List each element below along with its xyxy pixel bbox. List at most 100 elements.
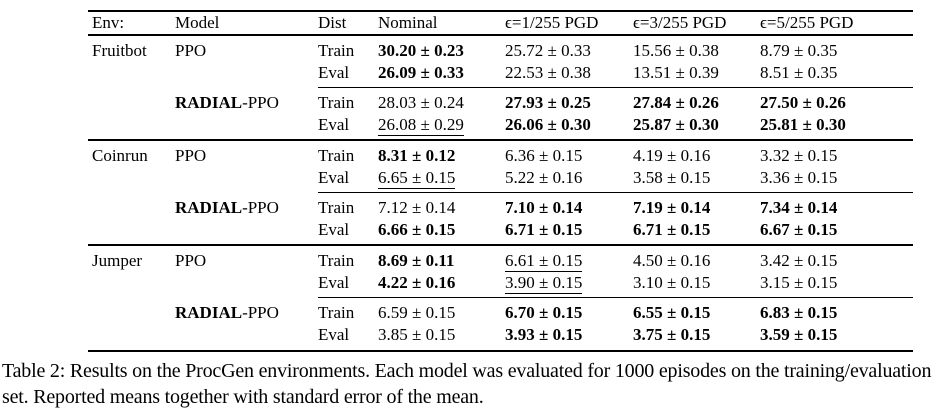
value-cell: 8.31 ± 0.12 [378, 139, 505, 167]
value-cell: 3.36 ± 0.15 [760, 167, 913, 193]
value-cell: 6.71 ± 0.15 [505, 219, 633, 245]
value-cell: 7.12 ± 0.14 [378, 192, 505, 219]
value-cell: 22.53 ± 0.38 [505, 62, 633, 88]
value-cell: 6.55 ± 0.15 [633, 297, 760, 324]
column-header-dist: Dist [318, 10, 378, 36]
metric-value: 6.70 ± 0.15 [505, 303, 583, 322]
metric-value: 28.03 ± 0.24 [378, 93, 464, 112]
metric-value: 6.55 ± 0.15 [633, 303, 711, 322]
results-table: Env: Model Dist Nominal ϵ=1/255 PGD ϵ=3/255 P… [88, 10, 913, 352]
metric-value: 7.12 ± 0.14 [378, 198, 456, 217]
table-row: RADIAL-PPO Train 7.12 ± 0.14 7.10 ± 0.14 7.1… [88, 192, 913, 219]
metric-value: 8.69 ± 0.11 [378, 251, 455, 270]
table-row: Coinrun PPO Train 8.31 ± 0.12 6.36 ± 0.15 4.1… [88, 139, 913, 167]
metric-value: 27.50 ± 0.26 [760, 93, 846, 112]
value-cell: 6.67 ± 0.15 [760, 219, 913, 245]
dist-cell: Train [318, 244, 378, 272]
metric-value: 3.75 ± 0.15 [633, 325, 711, 344]
model-label-part: RADIAL [175, 198, 243, 217]
value-cell: 13.51 ± 0.39 [633, 62, 760, 88]
header-row: Env: Model Dist Nominal ϵ=1/255 PGD ϵ=3/255 P… [88, 10, 913, 36]
table-row: RADIAL-PPO Train 28.03 ± 0.24 27.93 ± 0.25 2… [88, 87, 913, 114]
value-cell: 6.59 ± 0.15 [378, 297, 505, 324]
value-cell: 4.22 ± 0.16 [378, 272, 505, 298]
table-row: RADIAL-PPO Train 6.59 ± 0.15 6.70 ± 0.15 6.5… [88, 297, 913, 324]
value-cell: 6.36 ± 0.15 [505, 139, 633, 167]
metric-value: 26.08 ± 0.29 [378, 115, 464, 136]
metric-value: 6.59 ± 0.15 [378, 303, 456, 322]
dist-cell: Train [318, 41, 355, 60]
metric-value: 15.56 ± 0.38 [633, 41, 719, 60]
dist-cell: Eval [318, 220, 350, 239]
value-cell: 6.71 ± 0.15 [633, 219, 760, 245]
metric-value: 3.42 ± 0.15 [760, 251, 838, 270]
metric-value: 3.32 ± 0.15 [760, 146, 838, 165]
metric-value: 22.53 ± 0.38 [505, 63, 591, 82]
value-cell: 15.56 ± 0.38 [633, 35, 760, 62]
metric-value: 26.09 ± 0.33 [378, 63, 464, 82]
model-cell [175, 219, 318, 245]
metric-value: 26.06 ± 0.30 [505, 115, 591, 134]
metric-value: 6.66 ± 0.15 [378, 220, 456, 239]
value-cell: 7.19 ± 0.14 [633, 192, 760, 219]
value-cell: 28.03 ± 0.24 [378, 87, 505, 114]
env-cell: Jumper [88, 244, 175, 272]
model-cell [175, 62, 318, 88]
column-header-5-255-pgd: ϵ=5/255 PGD [760, 10, 913, 36]
metric-value: 6.67 ± 0.15 [760, 220, 838, 239]
value-cell: 25.87 ± 0.30 [633, 114, 760, 140]
dist-cell: Eval [318, 63, 350, 82]
column-header-model: Model [175, 10, 318, 36]
model-cell [175, 167, 318, 193]
metric-value: 13.51 ± 0.39 [633, 63, 719, 82]
value-cell: 7.34 ± 0.14 [760, 192, 913, 219]
column-header-nominal: Nominal [378, 10, 505, 36]
metric-value: 8.79 ± 0.35 [760, 41, 838, 60]
metric-value: 25.87 ± 0.30 [633, 115, 719, 134]
value-cell: 6.70 ± 0.15 [505, 297, 633, 324]
metric-value: 8.51 ± 0.35 [760, 63, 838, 82]
table-head: Env: Model Dist Nominal ϵ=1/255 PGD ϵ=3/255 P… [88, 10, 913, 36]
value-cell: 6.61 ± 0.15 [505, 244, 633, 272]
value-cell: 3.85 ± 0.15 [378, 324, 505, 352]
value-cell: 6.65 ± 0.15 [378, 167, 505, 193]
model-label-part: -PPO [242, 198, 279, 217]
metric-value: 4.22 ± 0.16 [378, 273, 456, 292]
dist-cell: Eval [318, 324, 378, 352]
model-label-part: RADIAL [175, 303, 243, 322]
metric-value: 27.84 ± 0.26 [633, 93, 719, 112]
table-body: Fruitbot PPO Train 30.20 ± 0.23 25.72 ± 0.33… [88, 35, 913, 352]
column-header-3-255-pgd: ϵ=3/255 PGD [633, 10, 760, 36]
metric-value: 30.20 ± 0.23 [378, 41, 464, 60]
model-cell [175, 272, 318, 298]
table-row: Eval 6.65 ± 0.15 5.22 ± 0.16 3.58 ± 0.15 3.3… [88, 167, 913, 193]
env-cell [88, 272, 175, 298]
model-cell [175, 114, 318, 140]
table-row: Eval 6.66 ± 0.15 6.71 ± 0.15 6.71 ± 0.15 6.6… [88, 219, 913, 245]
dist-cell: Eval [318, 168, 350, 187]
metric-value: 6.83 ± 0.15 [760, 303, 838, 322]
metric-value: 6.65 ± 0.15 [378, 168, 456, 189]
metric-value: 6.71 ± 0.15 [505, 220, 583, 239]
metric-value: 3.36 ± 0.15 [760, 168, 838, 187]
env-cell [88, 324, 175, 352]
metric-value: 3.85 ± 0.15 [378, 325, 456, 344]
model-cell: PPO [175, 35, 318, 62]
value-cell: 3.75 ± 0.15 [633, 324, 760, 352]
value-cell: 3.10 ± 0.15 [633, 272, 760, 298]
column-header-env: Env: [88, 10, 175, 36]
table-caption: Table 2: Results on the ProcGen environm… [2, 360, 932, 408]
value-cell: 26.06 ± 0.30 [505, 114, 633, 140]
value-cell: 8.51 ± 0.35 [760, 62, 913, 88]
metric-value: 3.15 ± 0.15 [760, 273, 838, 292]
metric-value: 6.61 ± 0.15 [505, 251, 583, 272]
value-cell: 3.93 ± 0.15 [505, 324, 633, 352]
env-cell [88, 62, 175, 88]
value-cell: 27.93 ± 0.25 [505, 87, 633, 114]
column-header-1-255-pgd: ϵ=1/255 PGD [505, 10, 633, 36]
model-label-part: PPO [175, 251, 207, 270]
value-cell: 26.09 ± 0.33 [378, 62, 505, 88]
env-cell [88, 114, 175, 140]
value-cell: 7.10 ± 0.14 [505, 192, 633, 219]
